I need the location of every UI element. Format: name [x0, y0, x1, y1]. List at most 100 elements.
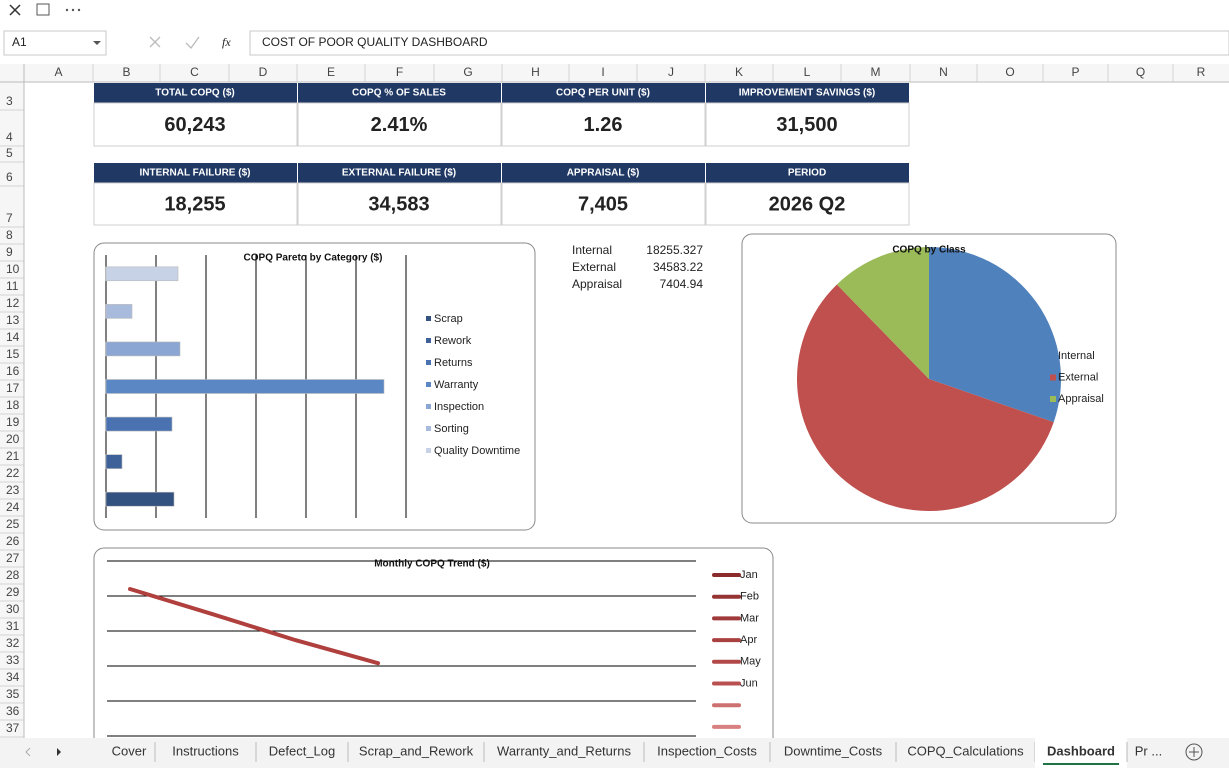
- pie-slice: [929, 247, 1061, 423]
- scroll-left[interactable]: [25, 747, 31, 757]
- column-header-bar: [0, 64, 1229, 82]
- kpi-cell: [705, 102, 910, 147]
- row-header: 29: [6, 585, 20, 599]
- cell-value: 18255.327: [646, 243, 703, 257]
- kpi-header: [706, 163, 909, 183]
- row-header: 3: [6, 94, 13, 108]
- chart-title: Monthly COPQ Trend ($): [374, 559, 490, 570]
- cell-label: External: [572, 260, 616, 274]
- kpi-cell: [501, 182, 706, 226]
- sheet-tab[interactable]: Defect_Log: [269, 743, 336, 758]
- window-icon[interactable]: [36, 3, 50, 16]
- kpi-label: INTERNAL FAILURE ($): [140, 168, 251, 179]
- kpi-value: 60,243: [164, 114, 225, 136]
- name-box[interactable]: [3, 30, 107, 56]
- kpi-value: 31,500: [776, 114, 837, 136]
- sheet-tab[interactable]: Inspection_Costs: [657, 743, 757, 758]
- legend-label: Appraisal: [1058, 393, 1104, 405]
- row-header: 33: [6, 653, 20, 667]
- legend-label: Scrap: [434, 313, 463, 325]
- column-header: R: [1197, 65, 1206, 79]
- close-icon[interactable]: [9, 4, 21, 16]
- row-header: 13: [6, 313, 20, 327]
- sheet-tab[interactable]: Warranty_and_Returns: [497, 743, 631, 758]
- row-header: 7: [6, 211, 13, 225]
- cancel-icon[interactable]: [149, 36, 161, 48]
- column-header: Q: [1136, 65, 1145, 79]
- column-header: L: [804, 65, 811, 79]
- legend-label: Apr: [740, 634, 757, 646]
- kpi-value: 2026 Q2: [769, 193, 846, 215]
- kpi-cell: [93, 102, 298, 147]
- legend-label: Sorting: [434, 423, 469, 435]
- kpi-value: 7,405: [578, 193, 628, 215]
- row-header: 36: [6, 704, 20, 718]
- column-header: F: [396, 65, 403, 79]
- sheet-tab[interactable]: Downtime_Costs: [784, 743, 883, 758]
- pie-slice: [797, 284, 1054, 511]
- dropdown-arrow[interactable]: [93, 41, 101, 45]
- row-header: 10: [6, 262, 20, 276]
- scroll-right[interactable]: [57, 748, 61, 756]
- column-header: J: [668, 65, 674, 79]
- add-sheet[interactable]: [1185, 743, 1203, 761]
- legend-label: External: [1058, 371, 1098, 383]
- row-header: 9: [6, 245, 13, 259]
- column-header: A: [54, 65, 62, 79]
- row-header: 6: [6, 170, 13, 184]
- bar: [105, 379, 385, 394]
- bar: [105, 341, 181, 357]
- sheet-tab[interactable]: Instructions: [172, 743, 239, 758]
- sheet-tab[interactable]: Pr ...: [1135, 743, 1162, 758]
- column-header: E: [327, 65, 335, 79]
- row-header: 12: [6, 296, 20, 310]
- sheet-tab[interactable]: COPQ_Calculations: [907, 743, 1024, 758]
- legend-swatch: [1050, 353, 1056, 359]
- legend-label: Feb: [740, 591, 759, 603]
- row-header: 17: [6, 381, 20, 395]
- legend-swatch: [1050, 396, 1056, 402]
- kpi-header: [502, 83, 705, 103]
- row-header: 14: [6, 330, 20, 344]
- chart-frame: [93, 547, 774, 768]
- kpi-label: IMPROVEMENT SAVINGS ($): [739, 88, 876, 99]
- kpi-label: TOTAL COPQ ($): [155, 88, 234, 99]
- kpi-cell: [705, 182, 910, 226]
- kpi-header: [502, 163, 705, 183]
- add-sheet-plus: [1189, 747, 1199, 757]
- formula-text: COST OF POOR QUALITY DASHBOARD: [262, 35, 488, 49]
- legend-label: Returns: [434, 357, 473, 369]
- enter-icon[interactable]: [185, 36, 200, 49]
- legend-swatch: [426, 360, 431, 365]
- sheet-tab[interactable]: Cover: [112, 743, 147, 758]
- column-header: H: [531, 65, 540, 79]
- kpi-header: [298, 163, 501, 183]
- fx-label[interactable]: fx: [222, 35, 231, 49]
- formula-box[interactable]: [249, 30, 1229, 56]
- column-header: D: [259, 65, 268, 79]
- column-header: P: [1071, 65, 1079, 79]
- row-header-bar: [0, 82, 24, 738]
- sheet-tab[interactable]: Scrap_and_Rework: [359, 743, 474, 758]
- legend-swatch: [426, 426, 431, 431]
- kpi-cell: [93, 182, 298, 226]
- legend-swatch: [426, 338, 431, 343]
- kpi-header: [94, 83, 297, 103]
- row-header: 5: [6, 146, 13, 160]
- column-header: O: [1005, 65, 1014, 79]
- kpi-cell: [501, 102, 706, 147]
- row-header: 31: [6, 619, 20, 633]
- column-header: B: [122, 65, 130, 79]
- row-header: 37: [6, 721, 20, 735]
- legend-swatch: [426, 448, 431, 453]
- more-icon[interactable]: [65, 8, 69, 12]
- column-header: M: [871, 65, 881, 79]
- row-header: 22: [6, 466, 20, 480]
- more-icon: [77, 8, 81, 12]
- chart-title: COPQ Pareto by Category ($): [244, 253, 383, 264]
- row-header: 26: [6, 534, 20, 548]
- cell-label: Appraisal: [572, 277, 622, 291]
- kpi-label: EXTERNAL FAILURE ($): [342, 168, 456, 179]
- sheet-tab-active-label[interactable]: Dashboard: [1047, 743, 1115, 758]
